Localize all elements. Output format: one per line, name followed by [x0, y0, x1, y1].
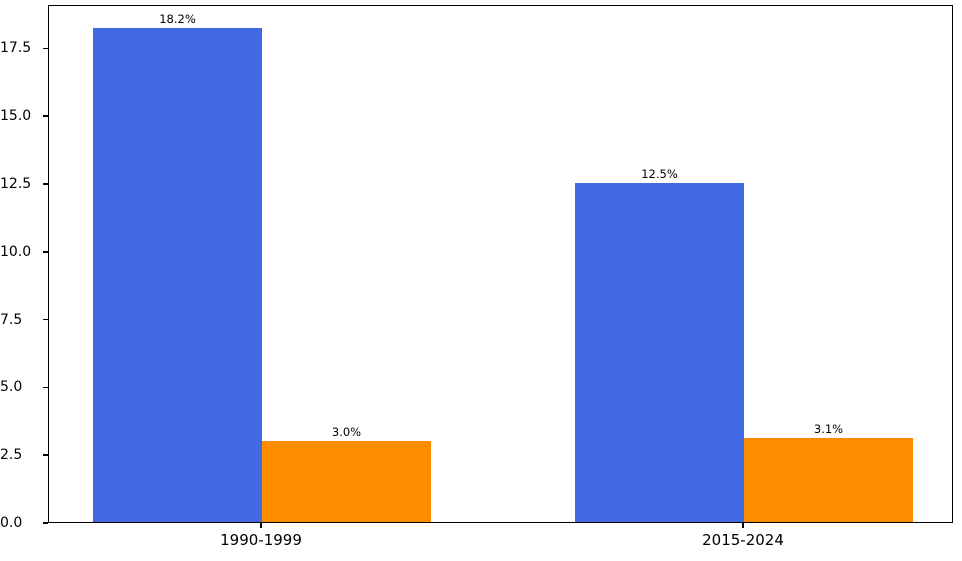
y-tick-mark — [43, 522, 48, 524]
bar-series-blue-2015-2024 — [575, 183, 744, 522]
bar-series-orange-1990-1999 — [262, 440, 431, 522]
bar-value-label: 18.2% — [159, 12, 196, 27]
y-tick-label: 7.5 — [0, 311, 23, 328]
y-tick-label: 10.0 — [0, 243, 32, 260]
y-tick-mark — [43, 115, 48, 117]
plot-area: 18.2% 3.0% 12.5% 3.1% — [48, 5, 953, 523]
x-tick-mark — [260, 523, 262, 528]
y-tick-label: 5.0 — [0, 379, 23, 396]
bar-value-label: 3.1% — [813, 421, 844, 436]
y-tick-label: 12.5 — [0, 175, 32, 192]
y-tick-label: 2.5 — [0, 447, 23, 464]
bar-value-label: 12.5% — [641, 166, 678, 181]
y-tick-mark — [43, 386, 48, 389]
y-tick-mark — [43, 183, 48, 185]
y-tick-mark — [43, 318, 48, 321]
bar-series-orange-2015-2024 — [744, 437, 913, 522]
y-tick-label: 0.0 — [0, 515, 23, 531]
x-tick-label-1990-1999: 1990-1999 — [220, 531, 302, 549]
x-tick-mark — [742, 523, 744, 528]
bar-value-label: 3.0% — [331, 424, 362, 439]
y-tick-mark — [43, 47, 48, 50]
y-tick-mark — [43, 251, 48, 253]
bar-series-blue-1990-1999 — [93, 28, 262, 522]
y-tick-mark — [43, 454, 48, 456]
y-tick-label: 17.5 — [0, 40, 32, 57]
y-tick-label: 15.0 — [0, 108, 32, 125]
x-tick-label-2015-2024: 2015-2024 — [702, 531, 784, 549]
